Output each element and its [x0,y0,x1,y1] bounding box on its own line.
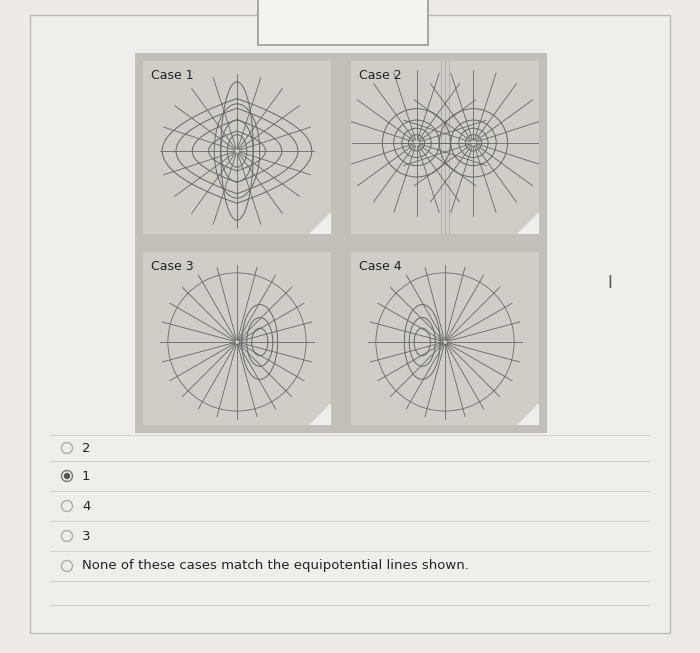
FancyBboxPatch shape [143,252,331,425]
FancyBboxPatch shape [30,15,670,633]
Polygon shape [517,403,539,425]
Text: Case 3: Case 3 [151,260,194,273]
Text: 3: 3 [82,530,90,543]
FancyBboxPatch shape [143,61,331,234]
Circle shape [64,473,70,479]
Text: Case 4: Case 4 [359,260,402,273]
FancyBboxPatch shape [351,252,539,425]
FancyBboxPatch shape [351,61,539,234]
Polygon shape [309,212,331,234]
Text: Case 2: Case 2 [359,69,402,82]
Text: None of these cases match the equipotential lines shown.: None of these cases match the equipotent… [82,560,469,573]
Text: 4: 4 [82,500,90,513]
Text: I: I [608,274,612,292]
Text: 2: 2 [82,441,90,454]
Polygon shape [309,403,331,425]
Polygon shape [517,212,539,234]
FancyBboxPatch shape [258,0,428,45]
FancyBboxPatch shape [135,53,547,433]
Text: 1: 1 [82,470,90,483]
Text: Case 1: Case 1 [151,69,194,82]
